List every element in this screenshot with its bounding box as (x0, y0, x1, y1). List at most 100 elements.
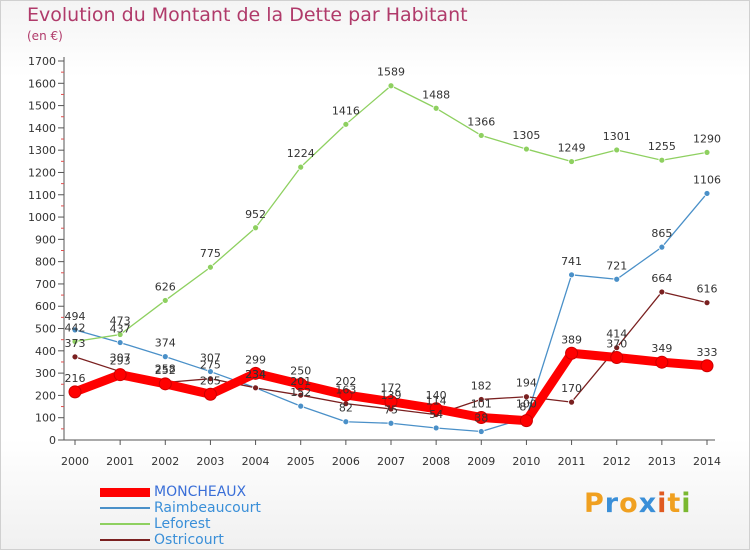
y-tick-label: 600 (35, 300, 56, 313)
data-point-moncheaux (565, 346, 579, 360)
data-point-moncheaux (655, 355, 669, 369)
legend-swatch (100, 539, 150, 541)
data-point-leforest (568, 158, 575, 165)
data-label-leforest: 442 (65, 321, 86, 334)
data-label-leforest: 1290 (693, 132, 721, 145)
y-tick-label: 1100 (28, 189, 56, 202)
data-label-ostricourt: 170 (561, 382, 582, 395)
data-label-raimbeaucourt: 152 (290, 386, 311, 399)
data-point-moncheaux (610, 351, 624, 365)
data-point-moncheaux (429, 402, 443, 416)
data-label-raimbeaucourt: 494 (65, 310, 86, 323)
y-tick-label: 800 (35, 256, 56, 269)
data-point-ostricourt (252, 384, 259, 392)
data-point-leforest (342, 120, 350, 128)
logo-letter: i (681, 488, 692, 519)
data-point-raimbeaucourt (703, 190, 711, 197)
data-label-ostricourt: 258 (155, 362, 176, 375)
data-label-ostricourt: 373 (65, 337, 86, 350)
data-label-leforest: 1301 (603, 130, 631, 143)
data-label-moncheaux: 205 (200, 374, 221, 387)
data-label-ostricourt: 163 (335, 384, 356, 397)
data-label-leforest: 1249 (558, 142, 586, 155)
data-point-moncheaux (294, 377, 308, 391)
legend-label: Ostricourt (154, 532, 224, 548)
x-tick-label: 2011 (558, 455, 586, 468)
data-point-leforest (297, 163, 305, 171)
data-point-moncheaux (384, 395, 398, 409)
data-label-ostricourt: 201 (290, 375, 311, 388)
data-point-ostricourt (703, 299, 711, 307)
data-label-raimbeaucourt: 75 (384, 403, 398, 416)
data-point-leforest (161, 297, 169, 304)
y-tick-label: 500 (35, 323, 56, 336)
data-label-leforest: 1366 (467, 115, 495, 128)
data-point-leforest (658, 156, 666, 164)
data-point-raimbeaucourt (116, 339, 124, 346)
data-label-moncheaux: 216 (65, 372, 86, 385)
logo-letter: x (638, 488, 658, 519)
data-label-raimbeaucourt: 307 (200, 352, 221, 365)
data-point-raimbeaucourt (161, 353, 169, 361)
x-tick-label: 2008 (422, 455, 450, 468)
y-tick-label: 700 (35, 278, 56, 291)
y-tick-label: 1200 (28, 166, 56, 179)
data-label-raimbeaucourt: 234 (245, 368, 266, 381)
data-label-leforest: 1224 (287, 147, 315, 160)
data-point-raimbeaucourt (613, 275, 621, 283)
legend-swatch (100, 523, 150, 525)
data-label-raimbeaucourt: 437 (110, 323, 131, 336)
data-label-ostricourt: 234 (245, 368, 266, 381)
data-label-ostricourt: 616 (697, 283, 718, 296)
x-tick-label: 2000 (61, 455, 89, 468)
data-label-moncheaux: 101 (471, 397, 492, 410)
x-tick-label: 2013 (648, 455, 676, 468)
data-label-moncheaux: 349 (651, 342, 672, 355)
y-tick-label: 400 (35, 345, 56, 358)
data-point-ostricourt (613, 344, 621, 352)
data-point-moncheaux (474, 410, 488, 424)
data-label-raimbeaucourt: 54 (429, 408, 443, 421)
data-point-moncheaux (339, 388, 353, 402)
chart-unit: (en €) (27, 29, 63, 43)
data-label-leforest: 1416 (332, 104, 360, 117)
data-label-leforest: 1589 (377, 66, 405, 79)
data-point-leforest (432, 104, 440, 112)
data-point-moncheaux (113, 368, 127, 382)
data-point-moncheaux (68, 385, 82, 399)
data-label-raimbeaucourt: 100 (516, 398, 537, 411)
data-label-raimbeaucourt: 82 (339, 402, 353, 415)
x-tick-label: 2010 (512, 455, 540, 468)
data-point-raimbeaucourt (342, 418, 350, 426)
series-line-leforest (74, 85, 708, 343)
data-point-leforest (116, 331, 124, 338)
y-tick-label: 1000 (28, 211, 56, 224)
data-point-leforest (613, 146, 621, 154)
x-tick-label: 2003 (196, 455, 224, 468)
data-point-leforest (523, 145, 530, 153)
data-label-ostricourt: 414 (606, 328, 627, 341)
y-tick-label: 0 (49, 434, 56, 447)
legend-swatch (100, 487, 150, 497)
data-point-leforest (477, 132, 485, 139)
x-tick-label: 2002 (151, 455, 179, 468)
y-tick-label: 1700 (28, 55, 56, 68)
data-point-leforest (703, 149, 711, 156)
legend-label: Leforest (154, 516, 211, 532)
data-label-ostricourt: 275 (200, 359, 221, 372)
data-point-ostricourt (207, 375, 214, 383)
y-tick-label: 1500 (28, 100, 56, 113)
data-point-ostricourt (568, 398, 575, 406)
data-label-raimbeaucourt: 1106 (693, 173, 721, 186)
y-tick-label: 200 (35, 389, 56, 402)
data-label-moncheaux: 140 (426, 389, 447, 402)
data-label-raimbeaucourt: 721 (606, 259, 627, 272)
data-label-raimbeaucourt: 38 (474, 412, 488, 425)
data-point-leforest (71, 338, 79, 345)
data-label-moncheaux: 333 (697, 346, 718, 359)
x-tick-label: 2009 (467, 455, 495, 468)
data-point-raimbeaucourt (207, 368, 214, 375)
y-tick-label: 900 (35, 233, 56, 246)
